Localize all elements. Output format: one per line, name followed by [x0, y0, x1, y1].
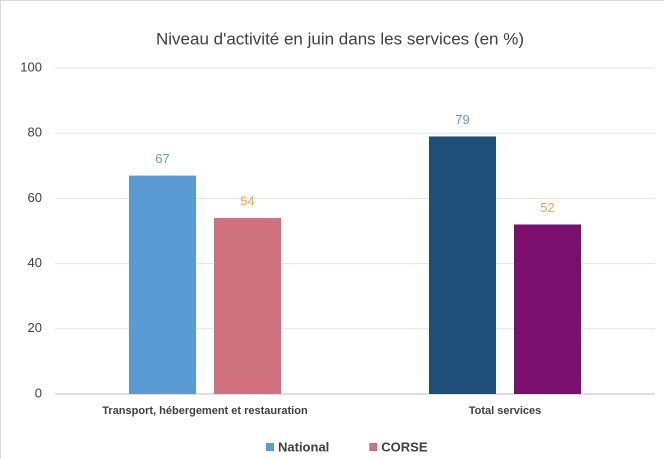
data-label: 67 [155, 151, 169, 166]
x-tick-label: Total services [469, 405, 542, 417]
y-tick-label: 20 [28, 320, 42, 335]
bar [429, 136, 496, 394]
y-tick-label: 60 [28, 190, 42, 205]
y-tick-label: 40 [28, 255, 42, 270]
y-tick-label: 0 [35, 385, 42, 400]
legend-swatch [266, 443, 274, 451]
data-label: 54 [240, 193, 254, 208]
bar [514, 224, 581, 394]
bar [129, 175, 196, 394]
x-tick-label: Transport, hébergement et restauration [102, 405, 308, 417]
legend-label: National [278, 439, 329, 454]
chart-title: Niveau d'activité en juin dans les servi… [156, 29, 524, 48]
y-tick-label: 80 [28, 125, 42, 140]
data-label: 52 [540, 200, 554, 215]
y-tick-label: 100 [20, 59, 42, 74]
data-label: 79 [455, 112, 469, 127]
legend-label: CORSE [381, 439, 428, 454]
legend-swatch [369, 443, 378, 451]
bar [214, 217, 281, 394]
